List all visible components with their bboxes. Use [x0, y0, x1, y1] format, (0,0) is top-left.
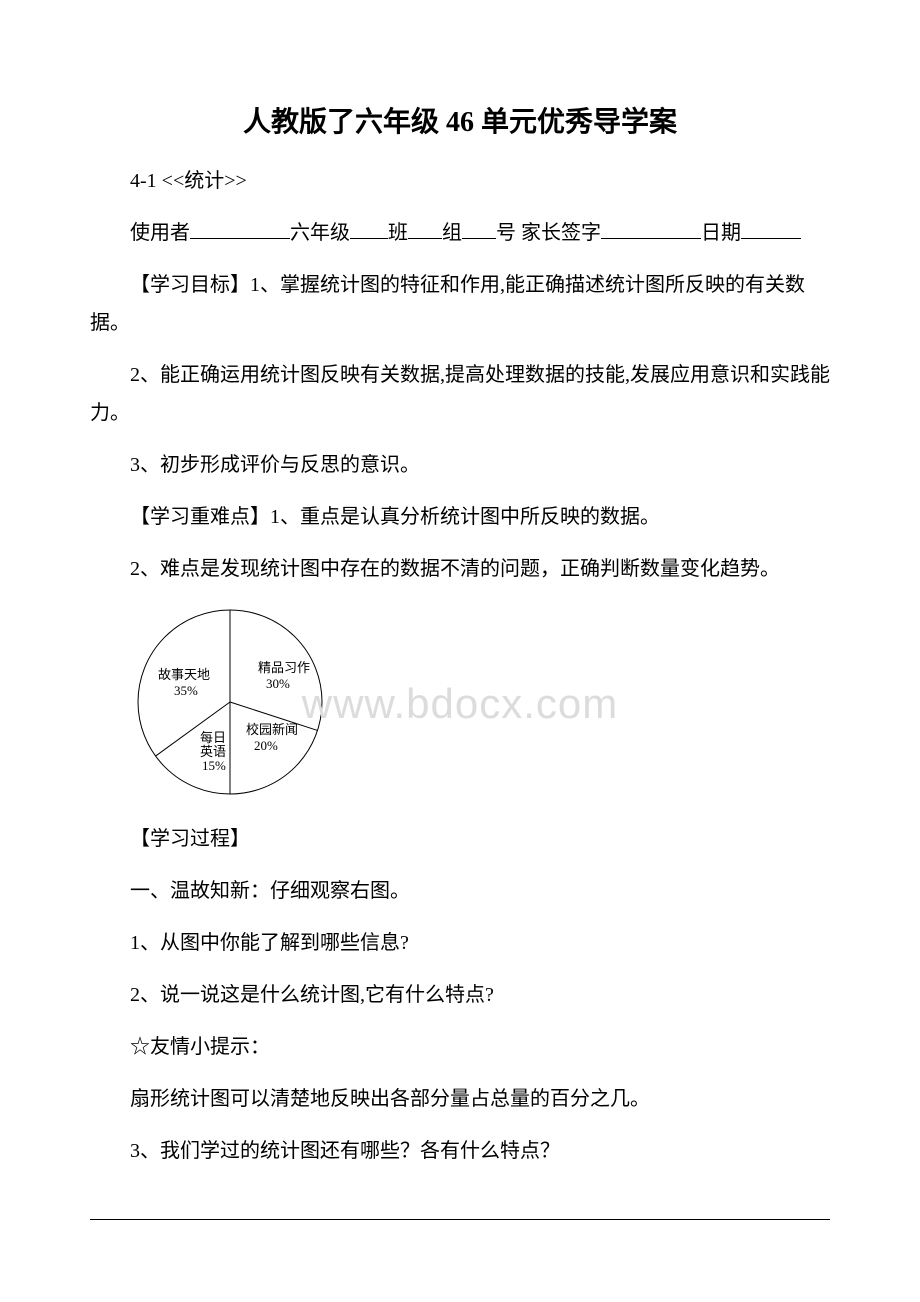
question-3: 3、我们学过的统计图还有哪些？各有什么特点？: [90, 1132, 830, 1170]
blank-date[interactable]: [741, 219, 801, 239]
userline: 使用者 六年级 班 组 号 家长签字 日期: [90, 214, 830, 252]
svg-text:英语: 英语: [200, 744, 226, 759]
svg-text:35%: 35%: [174, 683, 198, 698]
userline-grade: 六年级: [290, 222, 350, 244]
svg-text:校园新闻: 校园新闻: [246, 722, 298, 737]
keypoint-2: 2、难点是发现统计图中存在的数据不清的问题，正确判断数量变化趋势。: [90, 550, 830, 588]
page-title: 人教版了六年级 46 单元优秀导学案: [90, 100, 830, 140]
userline-date: 日期: [701, 222, 741, 244]
blank-grade[interactable]: [350, 219, 388, 239]
userline-group: 组: [442, 222, 462, 244]
keypoints-label: 【学习重难点】1、重点是认真分析统计图中所反映的数据。: [90, 498, 830, 536]
pie-chart: 精品习作30% 校园新闻20% 每日 故事天地35% 英语15%: [130, 602, 830, 802]
svg-text:20%: 20%: [254, 738, 278, 753]
userline-class: 班: [388, 222, 408, 244]
subtitle: 4-1 <<统计>>: [90, 162, 830, 200]
blank-group[interactable]: [462, 219, 496, 239]
goal-2: 2、能正确运用统计图反映有关数据,提高处理数据的技能,发展应用意识和实践能力。: [90, 356, 830, 432]
answer-blank-line[interactable]: [90, 1196, 830, 1220]
svg-text:15%: 15%: [202, 758, 226, 773]
question-1: 1、从图中你能了解到哪些信息?: [90, 924, 830, 962]
section-1: 一、温故知新：仔细观察右图。: [90, 872, 830, 910]
tip-text: 扇形统计图可以清楚地反映出各部分量占总量的百分之几。: [90, 1080, 830, 1118]
svg-text:精品习作: 精品习作: [258, 660, 310, 675]
svg-text:30%: 30%: [266, 676, 290, 691]
svg-text:故事天地: 故事天地: [158, 667, 210, 682]
pie-svg: 精品习作30% 校园新闻20% 每日 故事天地35% 英语15%: [130, 602, 340, 802]
process-label: 【学习过程】: [90, 820, 830, 858]
blank-sign[interactable]: [601, 219, 701, 239]
question-2: 2、说一说这是什么统计图,它有什么特点?: [90, 976, 830, 1014]
userline-number: 号 家长签字: [496, 222, 601, 244]
blank-user[interactable]: [190, 219, 290, 239]
goals-label: 【学习目标】1、掌握统计图的特征和作用,能正确描述统计图所反映的有关数据。: [90, 266, 830, 342]
svg-text:每日: 每日: [200, 730, 226, 745]
goal-3: 3、初步形成评价与反思的意识。: [90, 446, 830, 484]
tip-label: ☆友情小提示：: [90, 1028, 830, 1066]
userline-prefix: 使用者: [130, 222, 190, 244]
blank-class[interactable]: [408, 219, 442, 239]
